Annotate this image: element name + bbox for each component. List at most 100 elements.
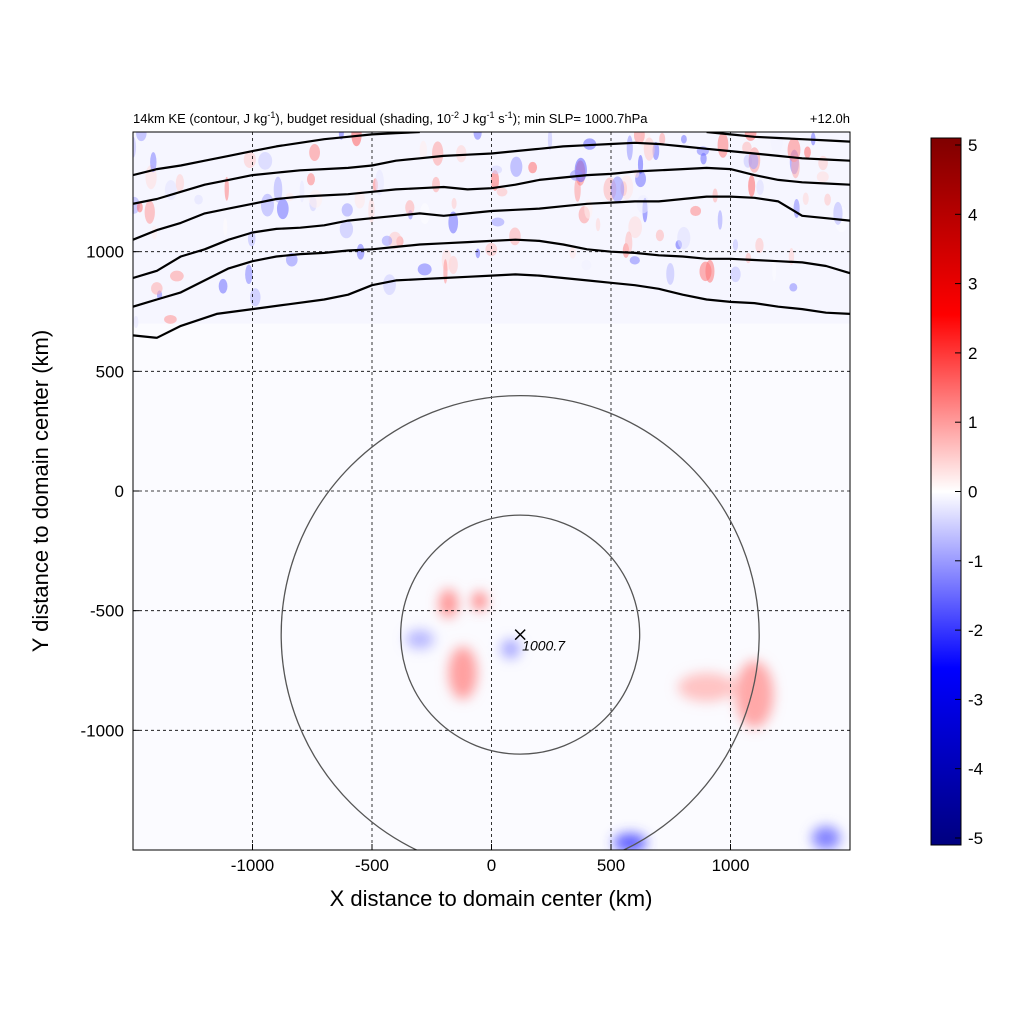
x-tick-label: -1000 xyxy=(231,856,274,875)
residual-streak xyxy=(802,192,809,205)
residual-streak xyxy=(569,246,576,259)
residual-streak xyxy=(375,169,384,196)
residual-streak xyxy=(816,171,829,183)
residual-streak xyxy=(258,152,273,170)
ke-contour xyxy=(133,166,850,241)
x-axis: -1000 -500 0 500 1000 xyxy=(231,844,749,875)
residual-streak xyxy=(717,132,729,158)
residual-streak xyxy=(628,216,643,239)
colorbar-tick-label: 0 xyxy=(968,483,977,502)
x-tick-label: 0 xyxy=(487,856,496,875)
colorbar-tick-label: -5 xyxy=(968,829,983,848)
colorbar-tick-label: -3 xyxy=(968,690,983,709)
residual-streak xyxy=(510,156,523,177)
residual-streak xyxy=(824,193,831,206)
residual-streak xyxy=(772,256,777,282)
residual-streak xyxy=(833,201,843,225)
residual-patch xyxy=(448,646,478,700)
colorbar-tick-label: -1 xyxy=(968,552,983,571)
residual-streak xyxy=(742,141,752,154)
residual-streak xyxy=(705,259,715,283)
residual-streak xyxy=(818,155,828,171)
residual-patch xyxy=(472,591,487,611)
residual-streak xyxy=(730,266,741,283)
residual-streak xyxy=(804,146,811,159)
residual-streak xyxy=(136,132,147,142)
residual-streak xyxy=(368,198,375,223)
residual-streak xyxy=(419,140,428,160)
residual-streak xyxy=(610,176,625,203)
residual-streak xyxy=(496,187,508,197)
residual-streak xyxy=(755,237,764,254)
colorbar-tick-label: 4 xyxy=(968,205,977,224)
y-tick-label: 1000 xyxy=(86,243,124,262)
residual-streak xyxy=(136,202,143,213)
residual-streak xyxy=(509,227,521,246)
residual-patch xyxy=(735,660,774,728)
residual-streak xyxy=(245,264,253,285)
residual-streak xyxy=(625,231,633,255)
residual-streak xyxy=(748,152,759,170)
y-tick-label: 0 xyxy=(115,482,124,501)
residual-streak xyxy=(309,144,320,162)
x-tick-label: -500 xyxy=(355,856,389,875)
residual-patch xyxy=(677,672,736,702)
residual-streak xyxy=(666,262,675,285)
residual-streak xyxy=(432,141,444,166)
residual-streak xyxy=(748,175,756,197)
residual-streak xyxy=(745,252,752,264)
residual-streak xyxy=(260,193,274,217)
residual-streak xyxy=(700,152,707,165)
residual-streak xyxy=(432,176,440,193)
storm-center-marker xyxy=(514,629,526,641)
residual-streak xyxy=(475,248,481,259)
residual-streak xyxy=(341,203,353,217)
x-tick-label: 500 xyxy=(597,856,625,875)
residual-patch xyxy=(438,589,459,618)
residual-streak xyxy=(448,211,459,234)
residual-streak xyxy=(151,225,158,240)
residual-streak xyxy=(744,132,757,141)
residual-streak xyxy=(339,220,354,239)
residual-streak xyxy=(308,189,323,208)
residual-streak xyxy=(547,132,553,151)
residual-streak xyxy=(732,239,739,251)
residual-streak xyxy=(789,283,798,292)
residual-streak xyxy=(643,137,655,161)
residual-streak xyxy=(224,176,229,201)
residual-streak xyxy=(451,197,457,209)
residual-streak xyxy=(485,242,498,257)
ke-contours xyxy=(133,132,850,339)
residual-streak xyxy=(659,132,666,146)
residual-streak xyxy=(629,256,640,265)
time-label: +12.0h xyxy=(810,111,850,126)
residual-streak xyxy=(491,217,505,227)
residual-streak xyxy=(285,253,298,267)
residual-streak xyxy=(354,190,365,209)
residual-shading xyxy=(405,589,841,850)
residual-streak xyxy=(247,230,256,247)
residual-streak xyxy=(133,136,137,158)
range-ring xyxy=(280,395,760,850)
residual-streak xyxy=(473,132,482,140)
residual-streak xyxy=(169,270,184,282)
y-tick-label: -500 xyxy=(90,602,124,621)
residual-streak xyxy=(581,259,592,271)
ke-contour xyxy=(133,195,850,280)
residual-streak xyxy=(633,132,645,145)
residual-streak xyxy=(383,274,396,296)
ke-contour xyxy=(133,238,850,308)
range-rings xyxy=(280,395,760,850)
colorbar-tick-label: 1 xyxy=(968,413,977,432)
colorbar-tick-label: -2 xyxy=(968,621,983,640)
residual-streak xyxy=(150,152,157,173)
residual-streak xyxy=(681,134,687,144)
y-axis: -1000 -500 0 500 1000 xyxy=(81,243,139,740)
residual-streak xyxy=(405,200,415,216)
residual-streak xyxy=(218,278,228,294)
storm-center: 1000.7 xyxy=(514,629,566,654)
chart-title: 14km KE (contour, J kg-1), budget residu… xyxy=(133,110,648,126)
residual-patch xyxy=(613,833,647,850)
residual-streak xyxy=(626,135,633,161)
